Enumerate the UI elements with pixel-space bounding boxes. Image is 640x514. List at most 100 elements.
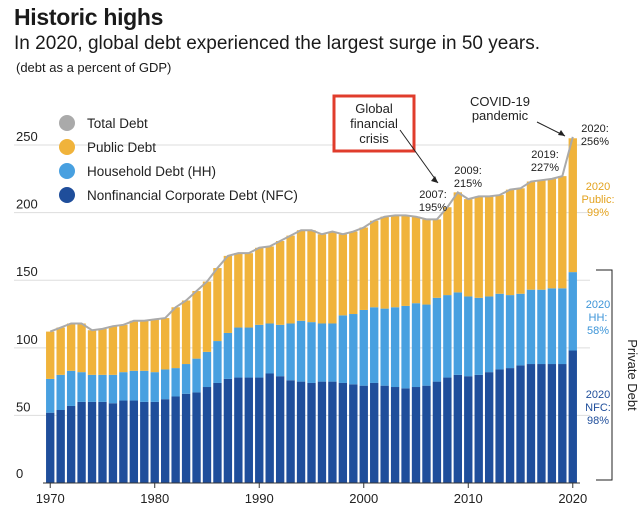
bar-hh-2006 <box>422 304 431 386</box>
bar-hh-2020 <box>568 272 577 351</box>
bar-nfc-1974 <box>87 401 97 483</box>
bar-public-1975 <box>98 328 107 375</box>
bar-nfc-1986 <box>213 382 222 483</box>
bar-nfc-2016 <box>526 364 536 483</box>
label-2020-public-line-1: Public: <box>581 194 614 206</box>
label-2019-line-1: 227% <box>531 162 559 174</box>
bar-public-1982 <box>171 307 180 369</box>
bar-public-1981 <box>161 318 170 370</box>
bar-hh-1992 <box>275 324 285 377</box>
x-tick-label-1980: 1980 <box>140 491 169 506</box>
bar-nfc-2004 <box>401 388 410 483</box>
bar-nfc-1990 <box>255 377 264 483</box>
bar-nfc-1981 <box>161 399 170 483</box>
bar-hh-1998 <box>338 315 348 383</box>
bar-nfc-1976 <box>108 403 118 483</box>
bar-public-1992 <box>275 241 285 325</box>
legend-label-nfc: Nonfinancial Corporate Debt (NFC) <box>87 188 298 203</box>
bar-nfc-1977 <box>119 400 128 483</box>
bar-public-1973 <box>77 323 86 373</box>
bar-nfc-2012 <box>484 372 494 483</box>
bar-public-2011 <box>474 196 483 298</box>
bar-nfc-2019 <box>558 364 567 483</box>
bar-hh-2008 <box>443 295 452 378</box>
bars <box>46 138 577 483</box>
bar-nfc-1994 <box>296 381 306 483</box>
bar-nfc-2017 <box>537 364 546 483</box>
bar-public-1991 <box>265 246 274 324</box>
bar-hh-1988 <box>234 327 243 378</box>
bar-hh-1989 <box>244 327 253 378</box>
bar-hh-1978 <box>129 370 139 401</box>
crisis-arrowhead <box>431 176 438 183</box>
bar-public-2015 <box>516 188 525 294</box>
label-2007-line-1: 195% <box>419 202 447 214</box>
private-debt-bracket <box>596 269 613 481</box>
y-tick-label-150: 150 <box>16 264 38 279</box>
bar-hh-1972 <box>66 370 76 406</box>
bar-nfc-2003 <box>390 387 400 483</box>
bar-nfc-1980 <box>150 401 159 483</box>
bar-public-1984 <box>192 291 201 359</box>
label-2020-nfc-line-2: 98% <box>587 415 609 427</box>
label-2020-hh-line-1: HH: <box>589 312 608 324</box>
bar-public-2007 <box>432 219 442 298</box>
bar-public-1977 <box>119 324 128 373</box>
bar-public-1979 <box>140 320 149 371</box>
label-2009-line-1: 215% <box>454 178 482 190</box>
bar-nfc-1989 <box>244 377 253 483</box>
bar-nfc-1998 <box>338 382 348 483</box>
chart-title: Historic highs <box>14 4 164 30</box>
bar-public-1971 <box>56 327 65 375</box>
bar-nfc-1985 <box>202 387 212 483</box>
crisis-pointer <box>399 129 439 184</box>
bar-public-2000 <box>359 227 368 310</box>
label-2020-total-line-1: 256% <box>581 136 609 148</box>
legend: Total Debt Public Debt Household Debt (HH)… <box>59 115 298 203</box>
label-2020-total-line-0: 2020: <box>581 123 609 135</box>
bar-public-2009 <box>453 192 462 293</box>
bar-nfc-1996 <box>317 381 327 483</box>
bar-public-1997 <box>328 231 337 324</box>
bar-nfc-1991 <box>265 373 274 483</box>
bar-nfc-1982 <box>171 396 180 483</box>
y-tick-label-100: 100 <box>16 332 38 347</box>
bar-nfc-1987 <box>223 378 233 483</box>
bar-nfc-1979 <box>140 401 149 483</box>
legend-label-public: Public Debt <box>87 140 156 155</box>
bar-public-2014 <box>505 189 515 296</box>
bar-hh-2010 <box>464 296 473 377</box>
bar-public-2012 <box>484 196 494 297</box>
legend-marker-total <box>59 115 75 131</box>
bar-hh-2013 <box>495 293 504 370</box>
bar-nfc-1975 <box>98 401 107 483</box>
bar-public-2004 <box>401 215 410 306</box>
bar-hh-2004 <box>401 305 410 389</box>
bar-nfc-2018 <box>547 364 557 483</box>
bar-hh-1980 <box>150 372 159 402</box>
bar-hh-1984 <box>192 358 201 393</box>
bar-nfc-1999 <box>349 384 358 483</box>
bar-hh-1981 <box>161 369 170 400</box>
x-tick-label-1990: 1990 <box>245 491 274 506</box>
label-2009-line-0: 2009: <box>454 165 482 177</box>
bar-public-2005 <box>411 216 421 304</box>
label-2020-nfc-line-0: 2020 <box>586 389 610 401</box>
label-2007-line-0: 2007: <box>419 189 447 201</box>
bar-hh-2014 <box>505 295 515 369</box>
bar-public-1989 <box>244 253 253 328</box>
legend-label-total: Total Debt <box>87 116 148 131</box>
bar-nfc-1972 <box>66 405 76 483</box>
bar-hh-2016 <box>526 289 536 365</box>
bar-public-1993 <box>286 235 295 324</box>
label-2019-line-0: 2019: <box>531 149 559 161</box>
crisis-box <box>332 94 416 153</box>
bar-hh-1983 <box>181 364 191 394</box>
bar-public-2006 <box>422 219 431 305</box>
bar-nfc-1992 <box>275 376 285 483</box>
bar-hh-1979 <box>140 370 149 402</box>
bar-hh-1999 <box>349 314 358 385</box>
bar-hh-2005 <box>411 303 421 388</box>
legend-marker-hh <box>59 163 75 179</box>
label-2020-hh-line-2: 58% <box>587 325 609 337</box>
